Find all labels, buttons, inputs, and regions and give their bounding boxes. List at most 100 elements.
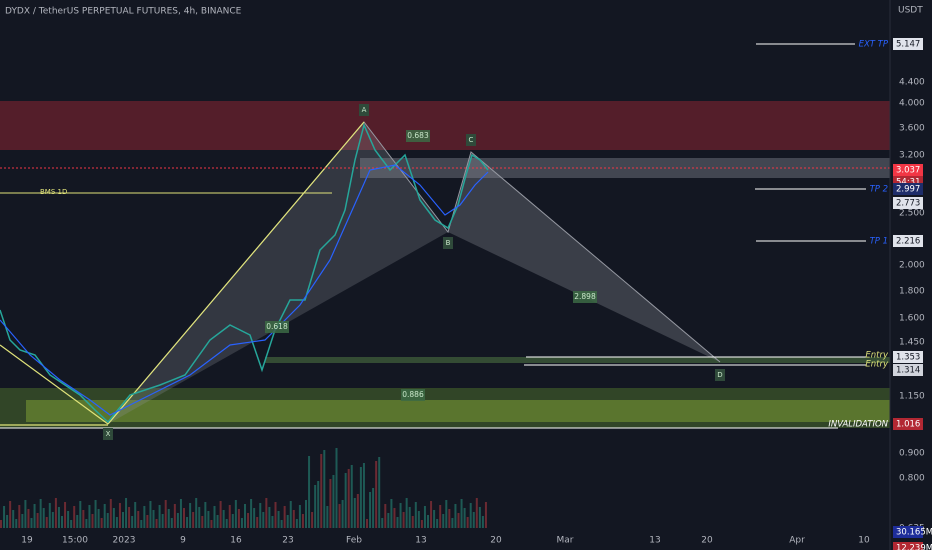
volume-bar [301,514,304,528]
volume-bar [27,509,30,528]
price-badge-text: 30.165M [896,528,932,538]
pattern-point-box [103,428,113,440]
volume-bar [320,454,323,528]
volume-bar [271,516,274,528]
pattern-point: C [469,136,474,144]
moving-average [0,164,489,416]
volume-bar [289,501,292,528]
volume-bar [314,485,317,528]
price-badge [893,164,923,176]
price-tick-label: 1.800 [899,287,925,297]
volume-bar [393,508,396,528]
volume-bar [384,504,387,528]
volume-bar [475,498,478,528]
target-label: EXT TP [859,40,889,50]
volume-bar [88,505,91,528]
price-badge-text: 12.239M [896,544,932,550]
price-badge-text: 5.147 [896,40,920,50]
ratio-box [573,291,597,303]
demand-core [26,400,890,422]
trend-line [0,344,109,425]
ratio-label: 2.898 [574,292,596,301]
volume-bar [402,512,405,528]
volume-bar [85,519,88,528]
volume-bar [481,516,484,528]
volume-bar [250,499,253,528]
price-path [0,122,489,424]
volume-bar [234,500,237,528]
volume-bar [115,517,118,528]
volume-bar [411,516,414,528]
volume-bar [399,503,402,528]
volume-bar [57,507,60,528]
price-badge-text: 2.997 [896,185,920,195]
volume-bar [54,498,57,528]
volume-bar [201,516,204,528]
volume-bar [298,505,301,528]
volume-bar [64,502,67,528]
volume-bar [15,519,18,528]
volume-bar [341,500,344,528]
volume-bar [118,503,121,528]
volume-bar [329,479,332,528]
volume-bar [451,518,454,528]
price-tick-label: 0.900 [899,449,925,459]
time-tick-label: Feb [346,536,362,546]
price-badge [893,418,923,430]
xab-triangle [108,122,448,424]
price-tick-label: 1.600 [899,314,925,324]
pattern-point: D [717,371,722,379]
pattern-point: B [446,239,451,247]
volume-bar [353,498,356,528]
volume-bar [472,512,475,528]
volume-bar [326,506,329,528]
volume-bar [225,519,228,528]
pattern-point: A [362,106,367,114]
volume-bar [186,517,189,528]
volume-bar [265,498,268,528]
volume-bar [152,510,155,528]
volume-bar [6,515,9,528]
volume-bar [21,514,24,528]
volume-bar [170,518,173,528]
header-title: DYDX / TetherUS PERPETUAL FUTURES, 4h, B… [5,7,242,17]
volume-bar [280,520,283,528]
volume-bar [448,509,451,528]
volume-bar [45,517,48,528]
volume-bar [103,504,106,528]
volume-bar [344,473,347,528]
volume-bar [436,519,439,528]
volume-bar [308,456,311,528]
volume-bar [277,511,280,528]
price-badge-text: 1.353 [896,353,920,363]
volume-bar [359,467,362,528]
pattern-point: X [106,430,111,438]
volume-bar [478,507,481,528]
price-badge [893,542,923,550]
volume-bar [454,504,457,528]
volume-bar [0,520,2,528]
price-badge [893,235,923,247]
volume-bar [420,520,423,528]
volume-bar [390,499,393,528]
time-tick-label: 15:00 [62,536,88,546]
volume-bar [140,520,143,528]
target-label: TP 1 [870,237,888,247]
volume-bar [91,514,94,528]
time-tick-label: 2023 [113,536,136,546]
volume-bar [42,508,45,528]
ratio-box [401,389,425,401]
volume-bar [228,505,231,528]
volume-bar [73,506,76,528]
target-label: TP 2 [870,185,888,195]
volume-bar [79,501,82,528]
price-tick-label: 1.450 [899,338,925,348]
volume-bar [122,512,124,528]
volume-bar [179,499,182,528]
price-badge-text: 2.773 [896,199,920,209]
volume-bar [375,461,378,528]
volume-bar [109,499,112,528]
volume-bar [51,512,54,528]
volume-bar [463,508,466,528]
